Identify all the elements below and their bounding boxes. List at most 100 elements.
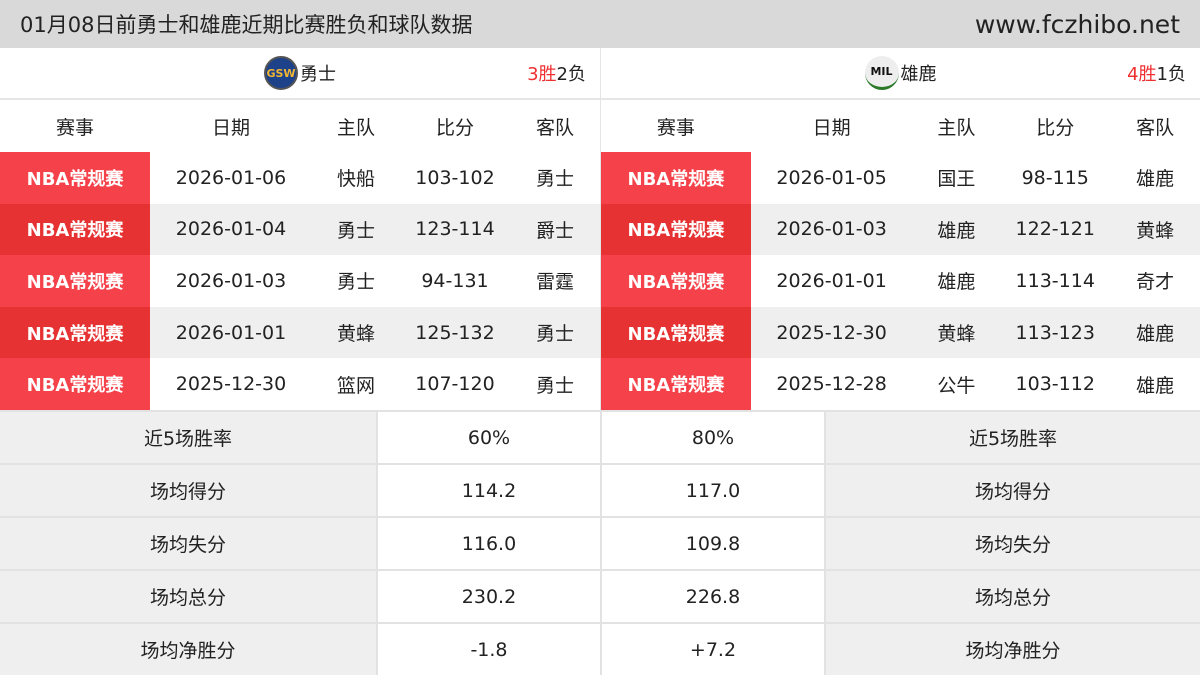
score-cell: 98-115 [1021,166,1089,189]
right-team-panel: MIL 雄鹿 4胜1负 赛事 日期 主队 比分 客队 NBA常规赛 2026-01-05 国王 9… [600,48,1200,410]
score-cell: 107-120 [415,373,495,396]
team-name[interactable]: 勇士 [300,64,336,85]
score-cell: 113-114 [1015,269,1095,292]
date-cell: 2026-01-01 [776,269,887,292]
table-row[interactable]: NBA常规赛 2026-01-01 雄鹿 113-114 奇才 [601,255,1200,307]
score-cell: 122-121 [1015,218,1095,241]
page-title: 01月08日前勇士和雄鹿近期比赛胜负和球队数据 [20,13,473,37]
losses: 2负 [556,64,586,85]
team-name[interactable]: 雄鹿 [900,64,937,85]
stats-row: 近5场胜率 60% 80% 近5场胜率 [0,410,1200,463]
stat-label: 场均总分 [0,571,376,622]
site-url[interactable]: www.fczhibo.net [974,9,1180,39]
date-cell: 2026-01-04 [175,218,287,241]
away-team-cell: 雄鹿 [1136,323,1175,346]
home-team-cell: 雄鹿 [937,219,976,242]
away-team-cell: 勇士 [535,323,574,346]
event-cell: NBA常规赛 [601,358,751,410]
column-header: 客队 [535,116,574,139]
team-header: MIL 雄鹿 4胜1负 [601,48,1200,100]
column-header: 比分 [1036,116,1075,139]
home-team-cell: 公牛 [937,374,976,397]
home-team-cell: 篮网 [336,374,375,397]
event-cell: NBA常规赛 [0,203,150,256]
stat-label: 场均净胜分 [0,624,376,675]
stats-table: 近5场胜率 60% 80% 近5场胜率 场均得分 114.2 117.0 场均得… [0,410,1200,675]
losses: 1负 [1156,64,1186,85]
event-cell: NBA常规赛 [601,152,751,204]
column-header: 赛事 [656,116,695,139]
home-team-cell: 勇士 [336,219,375,242]
stat-label: 场均失分 [0,518,376,569]
home-team-cell: 勇士 [336,271,375,294]
table-row[interactable]: NBA常规赛 2025-12-30 篮网 107-120 勇士 [0,358,600,410]
event-cell: NBA常规赛 [0,306,150,359]
team-logo-icon: MIL [864,56,899,90]
column-header: 主队 [336,116,375,139]
column-headers: 赛事 日期 主队 比分 客队 [601,100,1200,152]
stats-row: 场均得分 114.2 117.0 场均得分 [0,463,1200,516]
date-cell: 2026-01-03 [175,269,287,292]
column-header: 主队 [937,116,976,139]
column-header: 比分 [435,116,474,139]
stats-row: 场均净胜分 -1.8 +7.2 场均净胜分 [0,622,1200,675]
column-headers: 赛事 日期 主队 比分 客队 [0,100,600,152]
table-row[interactable]: NBA常规赛 2026-01-03 雄鹿 122-121 黄蜂 [601,203,1200,256]
left-stat-value: -1.8 [376,624,600,675]
date-cell: 2026-01-03 [776,218,887,241]
date-cell: 2025-12-30 [175,373,287,396]
stats-row: 场均总分 230.2 226.8 场均总分 [0,569,1200,622]
title-bar: 01月08日前勇士和雄鹿近期比赛胜负和球队数据 www.fczhibo.net [0,0,1200,48]
stat-label: 场均得分 [0,465,376,516]
table-row[interactable]: NBA常规赛 2026-01-01 黄蜂 125-132 勇士 [0,306,600,359]
date-cell: 2025-12-28 [776,373,887,396]
table-row[interactable]: NBA常规赛 2026-01-06 快船 103-102 勇士 [0,152,600,204]
stat-label: 场均净胜分 [824,624,1200,675]
left-stat-value: 230.2 [376,571,600,622]
team-logo-icon: GSW [264,56,298,90]
table-row[interactable]: NBA常规赛 2026-01-05 国王 98-115 雄鹿 [601,152,1200,204]
wins: 4胜 [1127,64,1157,85]
team-header: GSW 勇士 3胜2负 [0,48,600,100]
table-row[interactable]: NBA常规赛 2026-01-04 勇士 123-114 爵士 [0,203,600,256]
home-team-cell: 黄蜂 [937,323,976,346]
stat-label: 近5场胜率 [824,412,1200,463]
stat-label: 场均失分 [824,518,1200,569]
away-team-cell: 雄鹿 [1136,168,1175,191]
home-team-cell: 雄鹿 [937,271,976,294]
event-cell: NBA常规赛 [0,358,150,410]
away-team-cell: 爵士 [535,219,574,242]
home-team-cell: 国王 [937,168,976,191]
column-header: 客队 [1136,116,1175,139]
score-cell: 103-112 [1015,373,1095,396]
event-cell: NBA常规赛 [601,306,751,359]
left-team-panel: GSW 勇士 3胜2负赛事 日期 主队 比分 客队 NBA常规赛 2026-01-06 快船 1… [0,48,600,410]
left-stat-value: 114.2 [376,465,600,516]
score-cell: 113-123 [1015,321,1095,344]
score-cell: 94-131 [421,269,489,292]
away-team-cell: 雄鹿 [1136,374,1175,397]
away-team-cell: 奇才 [1136,271,1175,294]
date-cell: 2026-01-05 [776,166,887,189]
left-stat-value: 60% [376,412,600,463]
score-cell: 103-102 [415,166,495,189]
team-record: 4胜1负 [1127,60,1186,86]
column-header: 赛事 [55,116,94,139]
away-team-cell: 勇士 [535,374,574,397]
table-row[interactable]: NBA常规赛 2025-12-28 公牛 103-112 雄鹿 [601,358,1200,410]
team-record: 3胜2负 [527,60,586,86]
right-stat-value: 109.8 [600,518,824,569]
table-row[interactable]: NBA常规赛 2025-12-30 黄蜂 113-123 雄鹿 [601,306,1200,359]
event-cell: NBA常规赛 [601,203,751,256]
column-header: 日期 [211,116,250,139]
right-stat-value: 117.0 [600,465,824,516]
date-cell: 2026-01-06 [175,166,287,189]
right-stat-value: 226.8 [600,571,824,622]
stats-row: 场均失分 116.0 109.8 场均失分 [0,516,1200,569]
date-cell: 2026-01-01 [175,321,287,344]
score-cell: 123-114 [415,218,495,241]
table-row[interactable]: NBA常规赛 2026-01-03 勇士 94-131 雷霆 [0,255,600,307]
event-cell: NBA常规赛 [601,255,751,307]
right-stat-value: 80% [600,412,824,463]
date-cell: 2025-12-30 [776,321,887,344]
